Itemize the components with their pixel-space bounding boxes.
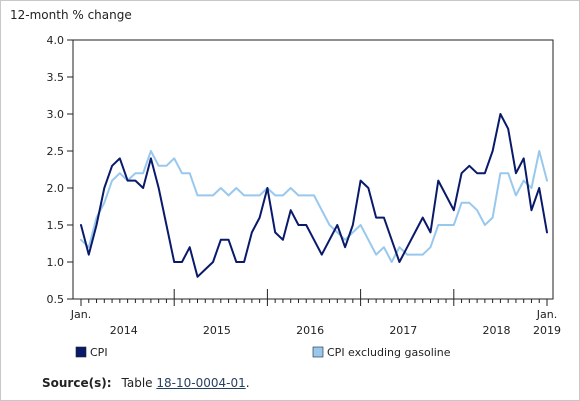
x-year-label: 2017 <box>389 324 417 337</box>
x-year-label: 2014 <box>110 324 138 337</box>
x-year-label: 2019 <box>533 324 561 337</box>
x-tick-label: Jan. <box>536 308 557 321</box>
y-tick-label: 1.5 <box>47 219 65 232</box>
x-tick-label: Jan. <box>70 308 91 321</box>
x-year-label: 2015 <box>203 324 231 337</box>
legend-entry: CPI excluding gasoline <box>327 346 451 359</box>
series-line-cpi <box>80 113 548 278</box>
series-layer <box>80 113 548 278</box>
y-tick-label: 4.0 <box>47 34 65 47</box>
source-label: Source(s): <box>42 376 112 390</box>
legend: CPI CPI excluding gasoline <box>75 346 451 359</box>
y-tick-label: 3.5 <box>47 71 65 84</box>
x-year-label: 2018 <box>483 324 511 337</box>
y-tick-label: 3.0 <box>47 108 65 121</box>
y-tick-label: 1.0 <box>47 256 65 269</box>
source-note: Source(s): Table 18-10-0004-01. <box>42 376 250 390</box>
legend-swatch <box>75 346 87 358</box>
y-tick-label: 2.5 <box>47 145 65 158</box>
legend-entry: CPI <box>90 346 108 359</box>
y-tick-label: 0.5 <box>47 293 65 306</box>
y-tick-label: 2.0 <box>47 182 65 195</box>
source-table-link[interactable]: 18-10-0004-01 <box>156 376 246 390</box>
x-year-label: 2016 <box>296 324 324 337</box>
axes: 0.5 1.0 1.5 2.0 2.5 3.0 3.5 4.0 Jan. Jan. 2014 2015… <box>47 34 562 337</box>
source-suffix: . <box>245 376 250 390</box>
series-line-cpi-excluding-gasoline <box>80 150 548 263</box>
plot-border <box>72 39 554 300</box>
source-prefix: Table <box>121 376 153 390</box>
y-axis-label: 12-month % change <box>10 8 132 22</box>
legend-swatch <box>312 346 324 358</box>
